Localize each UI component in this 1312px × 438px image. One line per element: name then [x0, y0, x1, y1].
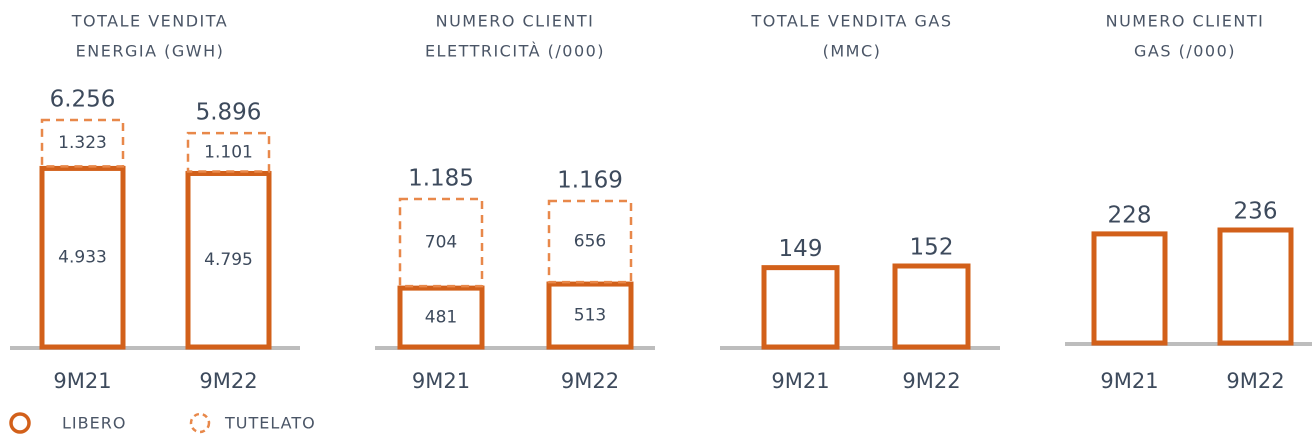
total-label: 6.256: [50, 87, 116, 113]
total-label: 1.169: [557, 168, 623, 194]
category-label: 9M22: [561, 369, 619, 393]
category-label: 9M21: [53, 369, 111, 393]
total-label: 1.185: [408, 166, 474, 192]
value-label: 481: [425, 308, 457, 328]
chart-title: ENERGIA (GWH): [76, 42, 225, 61]
value-label: 704: [425, 233, 457, 253]
bar-segment: [892, 263, 971, 350]
total-label: 5.896: [196, 100, 262, 126]
category-label: 9M22: [902, 369, 960, 393]
bar-segment: [397, 285, 485, 350]
value-label: 236: [1234, 199, 1278, 225]
value-label: 149: [779, 236, 823, 262]
legend-swatch: [189, 412, 211, 434]
value-label: 513: [574, 306, 606, 326]
value-label: 1.323: [58, 133, 107, 153]
value-label: 4.795: [204, 250, 253, 270]
chart-title: GAS (/000): [1134, 42, 1236, 61]
chart-title: NUMERO CLIENTI: [1106, 12, 1265, 31]
chart-title: NUMERO CLIENTI: [436, 12, 595, 31]
value-label: 1.101: [204, 142, 253, 162]
chart-title: (MMC): [823, 42, 882, 61]
category-label: 9M21: [1100, 369, 1158, 393]
bar-segment: [547, 199, 633, 284]
category-label: 9M21: [412, 369, 470, 393]
value-label: 4.933: [58, 248, 107, 268]
legend-label: LIBERO: [62, 414, 126, 433]
category-label: 9M22: [199, 369, 257, 393]
bar-segment: [1217, 227, 1294, 346]
bar-segment: [398, 197, 484, 288]
bar-segment: [1091, 231, 1168, 346]
bar-segment: [186, 131, 271, 173]
category-label: 9M21: [771, 369, 829, 393]
chart-title: ELETTRICITÀ (/000): [425, 42, 605, 61]
legend-swatch: [9, 412, 31, 434]
bar-segment: [185, 170, 272, 350]
legend-label: TUTELATO: [224, 414, 316, 433]
value-label: 228: [1108, 202, 1152, 228]
value-label: 152: [910, 235, 954, 261]
value-label: 656: [574, 232, 606, 252]
bar-segment: [40, 118, 125, 168]
category-label: 9M22: [1226, 369, 1284, 393]
bar-segment: [761, 265, 840, 350]
bar-segment: [39, 165, 126, 350]
chart-title: TOTALE VENDITA GAS: [750, 12, 952, 31]
chart-title: TOTALE VENDITA: [71, 12, 229, 31]
bar-segment: [546, 281, 634, 350]
